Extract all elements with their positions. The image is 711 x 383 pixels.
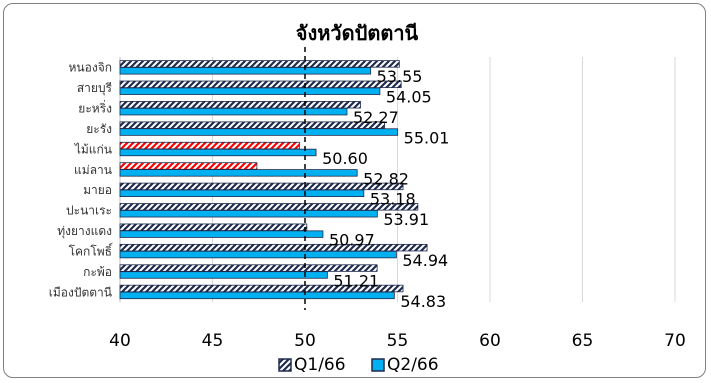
category-label: หนองจิก <box>69 61 112 75</box>
bar-q1 <box>119 243 428 252</box>
bar-q2 <box>119 189 365 198</box>
bar-q1 <box>119 162 258 170</box>
data-label-q2: 50.97 <box>329 231 375 250</box>
category-label: โคกโพธิ์ <box>69 242 114 258</box>
data-label-q2: 52.82 <box>363 169 409 188</box>
chart-title: จังหวัดปัตตานี <box>296 21 419 45</box>
legend-swatch-q1 <box>278 358 292 372</box>
category-label: ไม้แก่น <box>74 142 112 156</box>
bar-q2 <box>119 210 378 218</box>
category-label: กะพ้อ <box>83 265 112 279</box>
bar-q2 <box>119 87 381 95</box>
bar-q1 <box>119 60 400 68</box>
data-label-q2: 53.91 <box>383 210 429 229</box>
category-label: ปะนาเระ <box>66 204 112 218</box>
bar-q2 <box>119 148 317 157</box>
data-label-q2: 51.21 <box>333 271 379 290</box>
bar-q2 <box>119 107 348 116</box>
legend-label-q1: Q1/66 <box>294 355 346 375</box>
x-tick-label: 45 <box>202 331 224 351</box>
category-label: ยะหริ่ง <box>78 100 112 116</box>
x-tick-label: 50 <box>294 331 316 351</box>
bar-q2 <box>119 128 399 136</box>
category-label: มายอ <box>83 183 112 197</box>
legend-swatch-q2 <box>371 358 385 372</box>
category-label: สายบุรี <box>77 81 113 96</box>
data-label-q2: 54.83 <box>400 292 446 311</box>
category-label: ทุ่งยางแดง <box>57 224 112 239</box>
data-label-q2: 54.05 <box>386 88 432 107</box>
category-label: ยะรัง <box>86 122 112 136</box>
data-label-q2: 50.60 <box>322 149 368 168</box>
data-label-q2: 53.18 <box>370 190 416 209</box>
bar-q1 <box>119 80 402 89</box>
bar-q1 <box>119 223 308 231</box>
data-label-q2: 55.01 <box>404 128 450 147</box>
category-label: เมืองปัตตานี <box>49 285 112 299</box>
x-tick-label: 55 <box>387 331 409 351</box>
bar-q1 <box>119 264 378 272</box>
bar-q2 <box>119 169 358 177</box>
bar-q2 <box>119 291 395 300</box>
category-label: แม่ลาน <box>74 163 112 177</box>
data-label-q2: 54.94 <box>402 251 448 270</box>
x-tick-label: 65 <box>572 331 594 351</box>
x-tick-label: 70 <box>664 331 686 351</box>
data-label-q2: 53.55 <box>377 67 423 86</box>
bar-q1 <box>119 101 361 109</box>
bar-q2 <box>119 230 324 238</box>
x-tick-label: 60 <box>479 331 501 351</box>
bar-q2 <box>119 250 397 259</box>
bar-q1 <box>119 141 300 150</box>
bar-q2 <box>119 67 372 75</box>
data-label-q2: 52.27 <box>353 108 399 127</box>
bar-q2 <box>119 271 328 279</box>
x-tick-label: 40 <box>109 331 131 351</box>
bar-q1 <box>119 121 385 129</box>
bar-q1 <box>119 182 404 191</box>
legend-label-q2: Q2/66 <box>387 355 439 375</box>
